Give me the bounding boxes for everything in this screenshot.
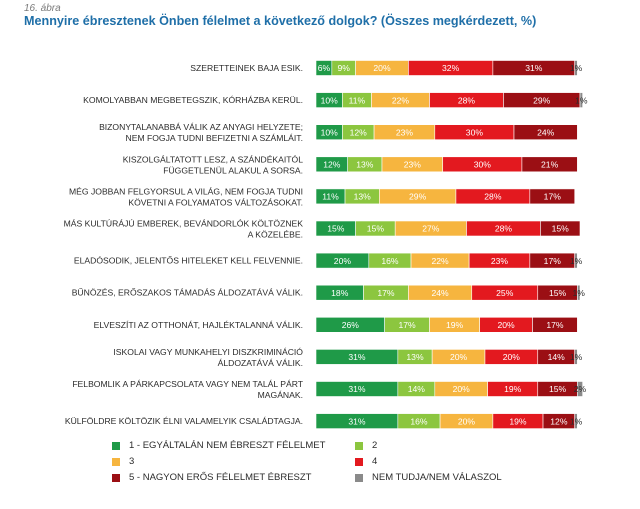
value-label: 17% [544,192,562,202]
value-label: 20% [450,352,468,362]
value-label: 19% [504,384,522,394]
value-label: 31% [348,416,366,426]
bar-segment [574,252,578,269]
value-label: 28% [484,192,502,202]
value-label: 29% [409,192,427,202]
row-label: MÉG JOBBAN FELGYORSUL A VILÁG, NEM FOGJA… [69,186,303,207]
value-label: 11% [322,192,339,202]
value-label: 31% [348,384,366,394]
figure-label: 16. ábra [24,3,61,14]
value-label: 13% [354,192,372,202]
value-label: 1% [572,288,585,298]
bar-segment [529,188,576,205]
value-label: 25% [496,288,514,298]
value-label: 10% [321,127,339,137]
bar-segment [540,220,581,237]
row-label: SZERETTEINEK BAJA ESIK. [190,63,303,73]
value-label: 31% [348,352,366,362]
value-label: 2% [574,384,587,394]
value-label: 1% [570,352,583,362]
chart-title: Mennyire ébresztenek Önben félelmet a kö… [24,14,537,28]
bar-segment [574,349,578,365]
value-label: 12% [550,416,568,426]
value-label: 20% [453,384,471,394]
value-label: 1% [570,63,583,73]
value-label: 11% [349,95,366,105]
row-label: ISKOLAI VAGY MUNKAHELYI DISZKRIMINÁCIÓ ÁL… [113,347,303,368]
value-label: 31% [525,63,543,73]
value-label: 12% [350,127,368,137]
bar-segment [513,124,578,140]
value-label: 1% [575,95,588,105]
bar-segment [579,92,583,108]
value-label: 13% [406,352,424,362]
value-label: 32% [442,63,460,73]
value-label: 20% [334,256,352,266]
value-label: 13% [356,160,374,170]
value-label: 14% [548,352,566,362]
value-label: 17% [377,288,395,298]
value-label: 28% [458,95,476,105]
value-label: 24% [431,288,449,298]
row-label: MÁS KULTÚRÁJÚ EMBEREK, BEVÁNDORLÓK KÖLTÖ… [64,219,304,240]
row-label: ELADÓSODIK, JELENTŐS HITELEKET KELL FELV… [74,256,303,266]
value-label: 26% [342,320,360,330]
value-label: 20% [497,320,515,330]
value-label: 19% [509,416,527,426]
bar-segment [574,413,578,429]
row-label: BŰNÖZÉS, ERŐSZAKOS TÁMADÁS ÁLDOZATÁVÁ VÁ… [72,288,303,298]
value-label: 15% [367,224,385,234]
row-label: FELBOMLIK A PÁRKAPCSOLATA VAGY NEM TALÁL… [72,379,303,400]
value-label: 24% [537,127,555,137]
bar-segment [577,381,583,397]
row-label: KISZOLGÁLTATOTT LESZ, A SZÁNDÉKAITÓL FÜGG… [123,154,303,175]
bar-segment [532,316,578,333]
value-label: 14% [408,384,426,394]
bar-segment [521,156,578,173]
row-labels: SZERETTEINEK BAJA ESIK. KOMOLYABBAN MEGBE… [64,63,304,426]
value-labels: 6% 9% 20% 32% 31% 1% 10% 11% 22% 28% 29% 1% 10% 12% 23… [318,63,588,426]
value-label: 23% [491,256,509,266]
value-label: 23% [404,160,422,170]
bar-segment [574,60,578,76]
value-label: 15% [549,288,567,298]
value-label: 1% [570,256,583,266]
bars [315,60,583,429]
value-label: 15% [549,384,567,394]
value-label: 15% [327,224,345,234]
value-label: 29% [533,95,551,105]
value-label: 20% [373,63,391,73]
value-label: 1% [570,416,583,426]
value-label: 20% [503,352,521,362]
value-label: 22% [431,256,449,266]
value-label: 17% [398,320,416,330]
value-label: 16% [381,256,399,266]
value-label: 27% [422,224,440,234]
value-label: 22% [392,95,410,105]
row-label: ELVESZÍTI AZ OTTHONÁT, HAJLÉKTALANNÁ VÁL… [94,320,303,330]
value-label: 28% [495,224,513,234]
bar-segment [577,284,581,301]
value-label: 30% [466,127,484,137]
row-label: BIZONYTALANABBÁ VÁLIK AZ ANYAGI HELYZETE… [99,122,303,143]
value-label: 19% [446,320,464,330]
value-label: 21% [541,160,559,170]
row-label: KOMOLYABBAN MEGBETEGSZIK, KÓRHÁZBA KERÜL… [83,95,303,105]
row-label: KÜLFÖLDRE KÖLTÖZIK ÉLNI VALAMELYIK CSALÁ… [65,416,303,426]
value-label: 10% [321,95,339,105]
value-label: 6% [318,63,331,73]
value-label: 23% [396,127,414,137]
value-label: 20% [458,416,476,426]
value-label: 18% [331,288,349,298]
value-label: 9% [338,63,351,73]
value-label: 30% [474,160,492,170]
value-label: 15% [552,224,570,234]
value-label: 12% [323,160,341,170]
value-label: 17% [544,256,562,266]
value-label: 16% [410,416,428,426]
value-label: 17% [546,320,564,330]
